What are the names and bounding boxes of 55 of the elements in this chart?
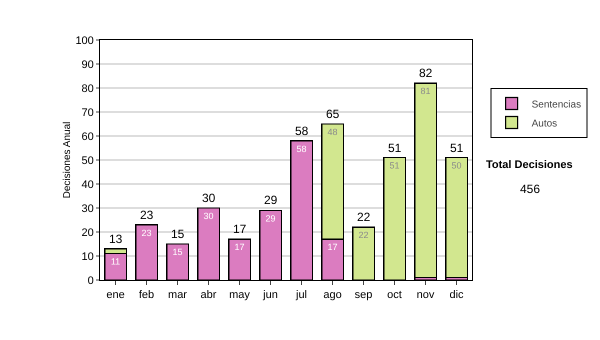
total-label: 23	[140, 208, 154, 222]
total-label: 82	[419, 66, 433, 80]
data-label: 48	[327, 127, 338, 137]
y-tick-label: 0	[88, 274, 94, 287]
total-label: 15	[171, 227, 185, 241]
y-tick-label: 50	[82, 154, 94, 167]
x-tick-label: jul	[294, 289, 308, 302]
x-tick-label: sep	[354, 289, 372, 302]
total-label: 58	[295, 124, 309, 138]
data-label: 29	[265, 213, 276, 224]
x-tick-label: abr	[200, 289, 217, 302]
y-tick-label: 80	[82, 82, 94, 95]
y-tick-label: 20	[82, 226, 94, 239]
x-tick-label: ago	[323, 289, 342, 302]
bar	[414, 82, 437, 278]
y-axis-title: Decisiones Anual	[62, 122, 73, 198]
data-label: 15	[172, 247, 183, 257]
total-label: 22	[357, 210, 371, 224]
y-tick-label: 10	[82, 250, 94, 263]
y-tick-label: 40	[82, 178, 94, 191]
data-label: 17	[234, 242, 245, 252]
y-tick-label: 100	[75, 34, 94, 47]
y-tick-label: 60	[82, 130, 94, 143]
y-tick-label: 30	[82, 202, 94, 215]
data-label: 22	[358, 230, 369, 240]
total-label: 13	[109, 232, 123, 246]
text: 456	[520, 182, 540, 196]
total-label: 51	[388, 141, 402, 155]
data-label: 58	[296, 144, 307, 154]
legend-label: Autos	[532, 118, 558, 130]
data-label: 23	[141, 228, 152, 238]
total-label: 30	[202, 191, 216, 205]
total-label: 29	[264, 193, 278, 207]
x-tick-label: dic	[449, 289, 464, 302]
y-tick-label: 70	[82, 106, 94, 119]
x-tick-label: jun	[262, 289, 278, 302]
x-tick-label: oct	[387, 289, 402, 302]
x-tick-label: feb	[138, 289, 154, 302]
total-label: 51	[450, 141, 464, 155]
total-label: 65	[326, 107, 340, 121]
x-tick-label: may	[229, 289, 250, 302]
data-label: 81	[420, 86, 431, 96]
legend-label: Sentencias	[532, 99, 582, 110]
x-tick-label: nov	[416, 289, 435, 302]
y-tick-label: 90	[82, 58, 94, 71]
data-label: 17	[327, 242, 338, 252]
data-label: 50	[451, 160, 462, 171]
data-label: 11	[110, 256, 120, 267]
data-label: 51	[389, 160, 400, 171]
x-tick-label: mar	[168, 289, 188, 302]
total-label: 17	[233, 222, 247, 236]
data-label: 30	[203, 211, 214, 221]
x-tick-label: ene	[106, 289, 125, 302]
text: Total Decisiones	[486, 159, 573, 171]
bar	[445, 157, 468, 278]
